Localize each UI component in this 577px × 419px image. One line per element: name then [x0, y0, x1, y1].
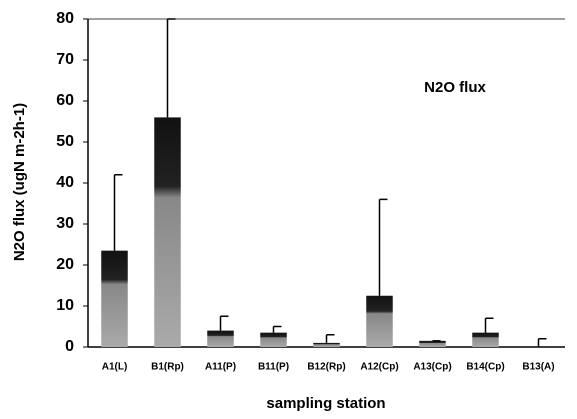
x-axis-label: sampling station	[266, 395, 385, 412]
annotation: N2O flux	[424, 79, 486, 96]
y-tick-label: 10	[56, 297, 74, 314]
y-tick-label: 80	[56, 10, 74, 27]
x-tick-label: A1(L)	[102, 362, 128, 373]
y-tick-label: 60	[56, 92, 74, 109]
y-tick-label: 20	[56, 256, 74, 273]
x-tick-label: B11(P)	[258, 362, 289, 373]
error-bar	[325, 333, 335, 343]
y-axis-label: N2O flux (ugN m-2h-1)	[11, 103, 28, 261]
x-tick-label: B12(Rp)	[307, 362, 345, 373]
bar	[313, 342, 340, 347]
x-tick-label: B14(Cp)	[466, 362, 504, 373]
error-bar	[537, 338, 547, 347]
bar	[154, 117, 181, 348]
bar	[472, 332, 499, 347]
bar	[207, 330, 234, 347]
bar	[260, 332, 287, 347]
error-bar	[166, 18, 176, 118]
error-bar	[378, 198, 388, 296]
x-tick-label: A12(Cp)	[360, 362, 398, 373]
bar	[101, 250, 128, 347]
error-bar	[113, 174, 123, 251]
error-bar	[484, 317, 494, 333]
y-tick-label: 50	[56, 133, 74, 150]
bar	[366, 295, 393, 347]
x-tick-label: B1(Rp)	[151, 362, 184, 373]
y-tick-label: 70	[56, 51, 74, 68]
x-tick-label: B13(A)	[522, 362, 554, 373]
bar	[419, 340, 446, 347]
error-bar	[219, 315, 229, 331]
x-tick-label: A11(P)	[205, 362, 236, 373]
x-tick-label: A13(Cp)	[413, 362, 451, 373]
error-bar	[272, 325, 282, 333]
y-tick-label: 40	[56, 174, 74, 191]
y-tick-label: 30	[56, 215, 74, 232]
y-tick-label: 0	[65, 338, 74, 355]
